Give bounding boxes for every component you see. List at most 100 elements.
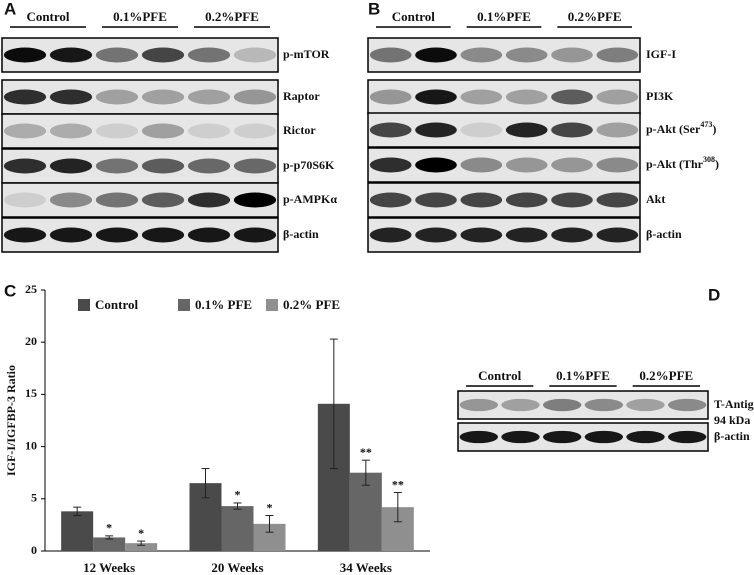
band bbox=[233, 192, 277, 208]
blot-strip bbox=[1, 37, 279, 73]
band bbox=[95, 192, 139, 208]
band bbox=[415, 47, 457, 63]
row-label: Raptor bbox=[283, 89, 320, 103]
band bbox=[505, 89, 548, 105]
blot-strip bbox=[1, 217, 279, 253]
group-header: Control bbox=[478, 368, 521, 383]
band bbox=[141, 89, 185, 105]
band bbox=[551, 157, 593, 173]
band bbox=[596, 89, 639, 105]
band bbox=[551, 47, 593, 63]
band bbox=[668, 430, 707, 444]
blot-strip bbox=[367, 147, 641, 183]
band bbox=[551, 122, 593, 138]
row-label: Rictor bbox=[283, 123, 316, 137]
band bbox=[543, 430, 582, 444]
band bbox=[141, 192, 185, 208]
row-label-sup: 473 bbox=[700, 120, 712, 129]
legend-swatch bbox=[178, 299, 190, 311]
band bbox=[95, 47, 139, 63]
band bbox=[3, 123, 47, 139]
band bbox=[233, 123, 277, 139]
band bbox=[460, 157, 503, 173]
band bbox=[459, 398, 499, 412]
blot-strip bbox=[367, 37, 641, 73]
row-label: β-actin bbox=[283, 227, 319, 241]
band bbox=[3, 47, 47, 63]
significance: * bbox=[106, 521, 112, 535]
band bbox=[668, 398, 707, 412]
band bbox=[543, 398, 582, 412]
band bbox=[596, 122, 639, 138]
row-note: 94 kDa bbox=[714, 413, 750, 427]
row-label: p-p70S6K bbox=[283, 158, 335, 172]
band bbox=[187, 47, 231, 63]
y-tick-label: 10 bbox=[25, 438, 37, 452]
legend-label: 0.2% PFE bbox=[283, 297, 340, 312]
group-header: 0.2%PFE bbox=[205, 9, 259, 24]
x-tick-label: 34 Weeks bbox=[340, 560, 392, 575]
x-tick-label: 12 Weeks bbox=[83, 560, 135, 575]
legend-label: Control bbox=[95, 297, 138, 312]
legend-swatch bbox=[266, 299, 278, 311]
band bbox=[415, 192, 457, 208]
band bbox=[233, 47, 277, 63]
band bbox=[460, 122, 503, 138]
bar bbox=[221, 506, 254, 551]
row-label: T-Antigen bbox=[714, 397, 754, 411]
band bbox=[505, 227, 548, 243]
blot-strip bbox=[1, 113, 279, 149]
band bbox=[460, 89, 503, 105]
group-header: 0.2%PFE bbox=[639, 368, 693, 383]
band bbox=[187, 123, 231, 139]
band bbox=[369, 47, 412, 63]
panel-letter: D bbox=[708, 285, 720, 304]
group-header: 0.2%PFE bbox=[568, 9, 622, 24]
band bbox=[505, 192, 548, 208]
row-label: β-actin bbox=[714, 429, 750, 443]
blot-strip bbox=[1, 182, 279, 218]
legend-label: 0.1% PFE bbox=[195, 297, 252, 312]
y-tick-label: 20 bbox=[25, 334, 37, 348]
band bbox=[501, 430, 540, 444]
band bbox=[505, 157, 548, 173]
band bbox=[369, 227, 412, 243]
group-header: Control bbox=[26, 9, 69, 24]
band bbox=[49, 192, 93, 208]
band bbox=[415, 227, 457, 243]
band bbox=[596, 227, 639, 243]
band bbox=[626, 398, 665, 412]
band bbox=[187, 227, 231, 243]
bar bbox=[349, 472, 382, 551]
band bbox=[141, 123, 185, 139]
significance: ** bbox=[360, 445, 372, 459]
band bbox=[95, 158, 139, 174]
group-header: 0.1%PFE bbox=[556, 368, 610, 383]
row-label-text: p-Akt (Thr bbox=[646, 157, 704, 171]
band bbox=[505, 47, 548, 63]
significance: * bbox=[138, 526, 144, 540]
row-label: p-Akt (Ser473) bbox=[646, 120, 716, 136]
band bbox=[415, 122, 457, 138]
panel-letter: B bbox=[368, 0, 380, 18]
band bbox=[187, 158, 231, 174]
band bbox=[95, 123, 139, 139]
significance: * bbox=[267, 500, 273, 514]
row-label-after: ) bbox=[712, 122, 716, 136]
band bbox=[369, 122, 412, 138]
band bbox=[459, 430, 499, 444]
row-label: IGF-I bbox=[646, 47, 676, 61]
band bbox=[584, 398, 623, 412]
blot-strip bbox=[457, 422, 709, 452]
row-label: PI3K bbox=[646, 89, 674, 103]
band bbox=[551, 192, 593, 208]
group-header: Control bbox=[392, 9, 435, 24]
legend-swatch bbox=[78, 299, 90, 311]
x-tick-label: 20 Weeks bbox=[211, 560, 263, 575]
row-label: p-mTOR bbox=[283, 47, 330, 61]
blot-strip bbox=[367, 112, 641, 148]
band bbox=[49, 123, 93, 139]
blot-strip bbox=[1, 79, 279, 115]
band bbox=[551, 89, 593, 105]
